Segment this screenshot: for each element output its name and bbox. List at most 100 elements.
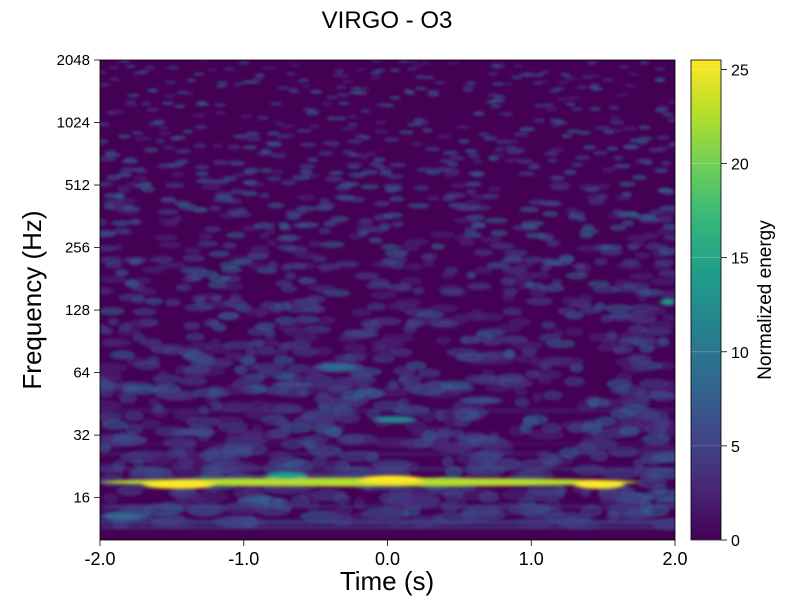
noise-speck <box>318 265 331 273</box>
noise-speck <box>169 136 180 141</box>
noise-speck <box>608 120 625 125</box>
noise-speck <box>657 336 669 346</box>
noise-speck <box>474 266 493 275</box>
noise-speck <box>186 78 197 82</box>
noise-speck <box>233 171 245 178</box>
noise-speck <box>636 477 668 489</box>
noise-speck <box>554 86 565 91</box>
noise-speck <box>636 214 656 221</box>
noise-speck <box>242 145 258 150</box>
noise-speck <box>254 73 266 77</box>
noise-speck <box>285 213 302 220</box>
noise-speck <box>100 433 114 445</box>
noise-speck <box>109 350 136 360</box>
x-axis-label: Time (s) <box>340 566 434 596</box>
noise-speck <box>532 392 543 403</box>
noise-speck <box>166 162 184 168</box>
noise-speck <box>457 436 483 448</box>
noise-speck <box>489 63 500 67</box>
noise-speck <box>388 162 407 168</box>
noise-speck <box>301 84 312 88</box>
noise-speck <box>563 169 577 175</box>
noise-speck <box>470 309 483 318</box>
noise-speck <box>383 212 403 219</box>
noise-speck <box>366 302 387 311</box>
noise-speck <box>505 149 523 155</box>
noise-speck <box>628 72 639 76</box>
noise-speck <box>567 422 588 434</box>
noise-speck <box>348 172 366 178</box>
noise-speck <box>518 170 535 177</box>
noise-speck <box>236 375 252 386</box>
noise-speck <box>504 145 518 151</box>
noise-speck <box>276 244 297 252</box>
noise-speck <box>326 376 357 387</box>
noise-speck <box>300 142 317 148</box>
noise-speck <box>360 109 371 114</box>
noise-speck <box>416 167 436 173</box>
noise-speck <box>100 82 111 87</box>
x-tick-label: -1.0 <box>228 549 259 569</box>
noise-speck <box>370 291 397 300</box>
noise-speck <box>312 346 333 356</box>
noise-speck <box>541 320 557 330</box>
noise-speck <box>117 208 140 216</box>
noise-speck <box>450 428 465 440</box>
noise-speck <box>610 224 627 232</box>
noise-speck <box>380 258 397 267</box>
noise-speck <box>207 68 218 72</box>
noise-speck <box>372 354 396 364</box>
noise-speck <box>556 97 570 102</box>
noise-speck <box>468 153 480 159</box>
noise-speck <box>355 67 366 71</box>
noise-speck <box>494 146 505 152</box>
noise-speck <box>641 434 671 445</box>
noise-speck <box>466 189 477 195</box>
noise-speck <box>627 311 657 320</box>
noise-speck <box>310 89 323 94</box>
noise-speck <box>459 335 483 345</box>
noise-speck <box>343 328 361 338</box>
noise-speck <box>494 94 506 99</box>
noise-speck <box>374 68 386 73</box>
noise-speck <box>638 125 651 130</box>
noise-speck <box>117 134 131 139</box>
noise-speck <box>502 81 514 86</box>
noise-speck <box>608 310 634 320</box>
noise-speck <box>266 176 282 182</box>
noise-speck <box>116 172 132 178</box>
y-axis-label: Frequency (Hz) <box>17 210 47 389</box>
colorbar-tick-label: 0 <box>731 533 740 550</box>
noise-speck <box>464 200 482 207</box>
noise-speck <box>639 344 655 354</box>
noise-speck <box>193 206 209 214</box>
noise-speck <box>384 137 400 143</box>
noise-speck <box>549 118 564 123</box>
noise-speck <box>559 73 570 77</box>
noise-speck <box>404 420 427 432</box>
noise-speck <box>293 297 320 306</box>
noise-speck <box>120 60 131 63</box>
noise-speck <box>647 321 674 330</box>
noise-speck <box>180 266 208 275</box>
noise-speck <box>280 123 295 129</box>
noise-speck <box>105 110 117 115</box>
noise-speck <box>251 244 269 252</box>
noise-speck <box>511 75 523 80</box>
noise-speck <box>217 80 228 85</box>
noise-speck <box>245 136 262 142</box>
noise-speck <box>351 308 372 317</box>
noise-speck <box>372 400 405 411</box>
noise-speck <box>421 61 432 65</box>
noise-speck <box>599 248 623 256</box>
noise-speck <box>661 289 675 298</box>
noise-speck <box>240 355 256 366</box>
noise-speck <box>100 156 117 162</box>
noise-speck <box>502 307 523 316</box>
noise-speck <box>334 260 359 268</box>
noise-speck <box>472 159 484 165</box>
noise-speck <box>465 181 482 187</box>
noise-speck <box>663 234 675 242</box>
noise-speck <box>628 272 655 281</box>
noise-speck <box>592 150 608 156</box>
